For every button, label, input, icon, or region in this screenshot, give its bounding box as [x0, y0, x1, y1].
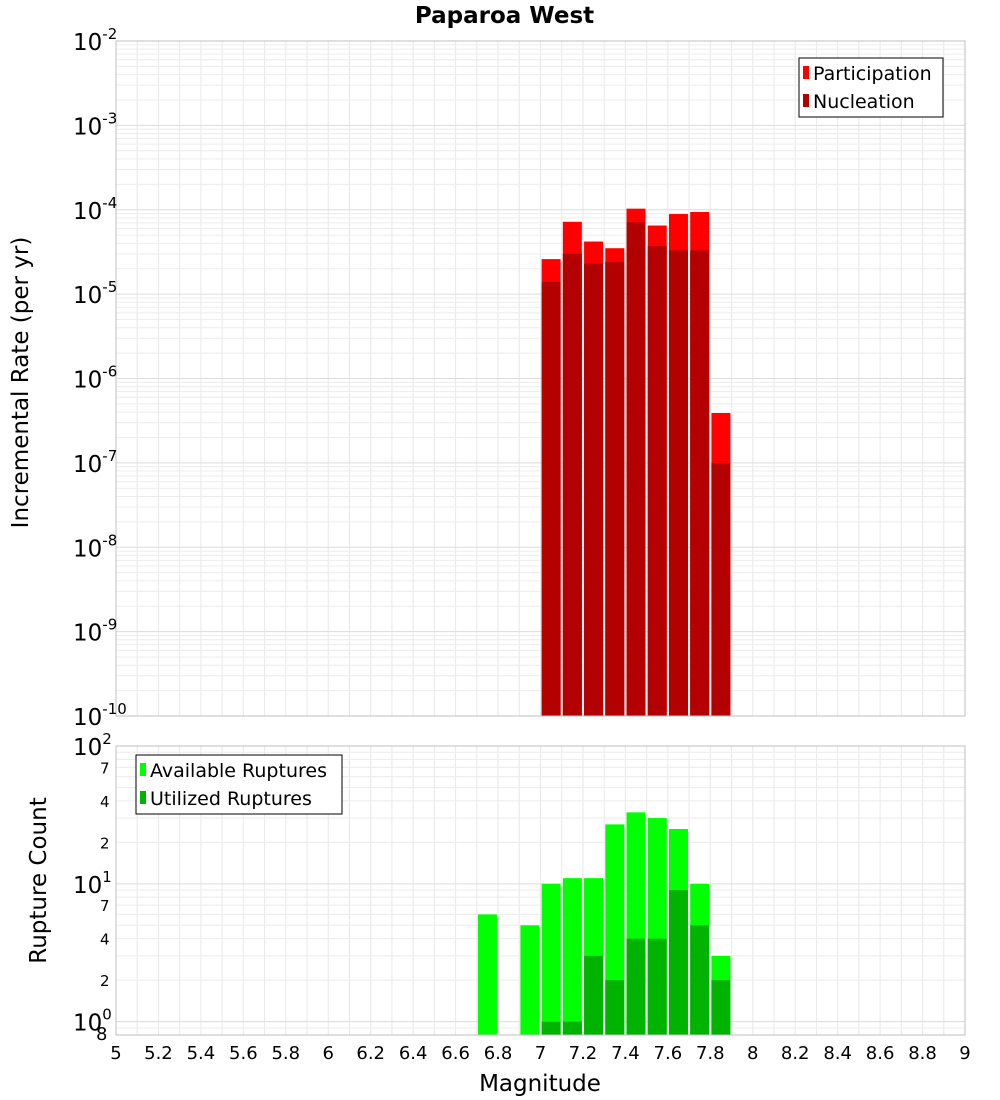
x-tick-label: 6.4: [399, 1043, 428, 1064]
bottom-y-axis-label: Rupture Count: [26, 797, 52, 963]
bottom-y-minor-label: 4: [100, 931, 110, 949]
nucleation-bar: [626, 222, 646, 716]
top-y-tick-label: 10-10: [73, 700, 127, 731]
utilized-ruptures-bar: [562, 1021, 582, 1035]
x-tick-label: 7.8: [696, 1043, 725, 1064]
top-y-tick-label: 10-9: [73, 616, 117, 647]
x-tick-label: 5: [110, 1043, 121, 1064]
x-tick-label: 5.2: [144, 1043, 173, 1064]
nucleation-legend-label: Nucleation: [813, 91, 915, 113]
nucleation-bar: [690, 250, 710, 717]
x-tick-label: 8.6: [866, 1043, 895, 1064]
top-y-tick-label: 10-3: [73, 109, 117, 140]
x-tick-label: 7.2: [569, 1043, 598, 1064]
top-plot-border: [115, 40, 966, 717]
available-ruptures-bar: [541, 883, 561, 1035]
bottom-plot-border: [115, 745, 966, 1036]
x-axis-label: Magnitude: [479, 1071, 601, 1097]
nucleation-legend-swatch: [803, 94, 809, 107]
nucleation-bar: [541, 281, 561, 716]
bottom-legend-box: [135, 754, 343, 815]
x-tick-label: 8.8: [908, 1043, 937, 1064]
x-tick-label: 5.4: [187, 1043, 216, 1064]
top-legend-box: [798, 57, 944, 118]
bottom-y-minor-label: 4: [100, 793, 110, 811]
participation-legend-swatch: [803, 66, 809, 79]
utilized-ruptures-bar: [668, 890, 688, 1035]
utilized-ruptures-bar: [711, 980, 731, 1035]
available-ruptures-bar: [520, 925, 540, 1035]
x-tick-label: 6.8: [484, 1043, 513, 1064]
top-y-tick-label: 10-5: [73, 278, 117, 309]
top-y-tick-label: 10-6: [73, 363, 117, 394]
nucleation-bar: [647, 246, 667, 716]
available-ruptures-legend-swatch: [140, 763, 146, 776]
x-tick-label: 5.6: [229, 1043, 258, 1064]
participation-legend-label: Participation: [813, 63, 932, 85]
top-y-axis-label: Incremental Rate (per yr): [8, 237, 34, 529]
x-tick-label: 6: [323, 1043, 334, 1064]
top-y-tick-label: 10-7: [73, 447, 117, 478]
x-tick-label: 7.6: [654, 1043, 683, 1064]
utilized-ruptures-bar: [647, 938, 667, 1035]
bottom-y-tick-label: 101: [73, 868, 112, 899]
utilized-ruptures-legend-label: Utilized Ruptures: [150, 788, 312, 810]
utilized-ruptures-bar: [584, 955, 604, 1035]
x-tick-label: 7: [535, 1043, 546, 1064]
bottom-y-minor-label: 8: [96, 1024, 107, 1045]
bottom-y-minor-label: 2: [100, 834, 110, 852]
nucleation-bar: [584, 263, 604, 716]
x-tick-label: 6.6: [441, 1043, 470, 1064]
nucleation-bar: [668, 250, 688, 717]
nucleation-bar: [562, 253, 582, 716]
top-y-tick-label: 10-8: [73, 531, 117, 562]
x-tick-label: 7.4: [611, 1043, 640, 1064]
x-tick-label: 9: [959, 1043, 970, 1064]
top-y-tick-label: 10-2: [73, 25, 117, 56]
nucleation-bar: [711, 462, 731, 716]
bottom-y-minor-label: 7: [100, 897, 110, 915]
utilized-ruptures-legend-swatch: [140, 791, 146, 804]
x-tick-label: 6.2: [356, 1043, 385, 1064]
bottom-y-minor-label: 2: [100, 972, 110, 990]
bottom-y-minor-label: 7: [100, 759, 110, 777]
x-tick-label: 5.8: [271, 1043, 300, 1064]
available-ruptures-legend-label: Available Ruptures: [150, 760, 327, 782]
available-ruptures-bar: [562, 878, 582, 1035]
x-tick-label: 8.2: [781, 1043, 810, 1064]
x-tick-label: 8: [747, 1043, 758, 1064]
available-ruptures-bar: [477, 914, 497, 1035]
utilized-ruptures-bar: [626, 938, 646, 1035]
bottom-y-tick-label: 102: [73, 730, 112, 761]
utilized-ruptures-bar: [690, 925, 710, 1035]
nucleation-bar: [605, 262, 625, 716]
top-y-tick-label: 10-4: [73, 194, 117, 225]
x-tick-label: 8.4: [823, 1043, 852, 1064]
utilized-ruptures-bar: [541, 1021, 561, 1035]
chart-title: Paparoa West: [415, 3, 594, 29]
utilized-ruptures-bar: [605, 980, 625, 1035]
bottom-y-tick-label: 100: [73, 1006, 112, 1037]
